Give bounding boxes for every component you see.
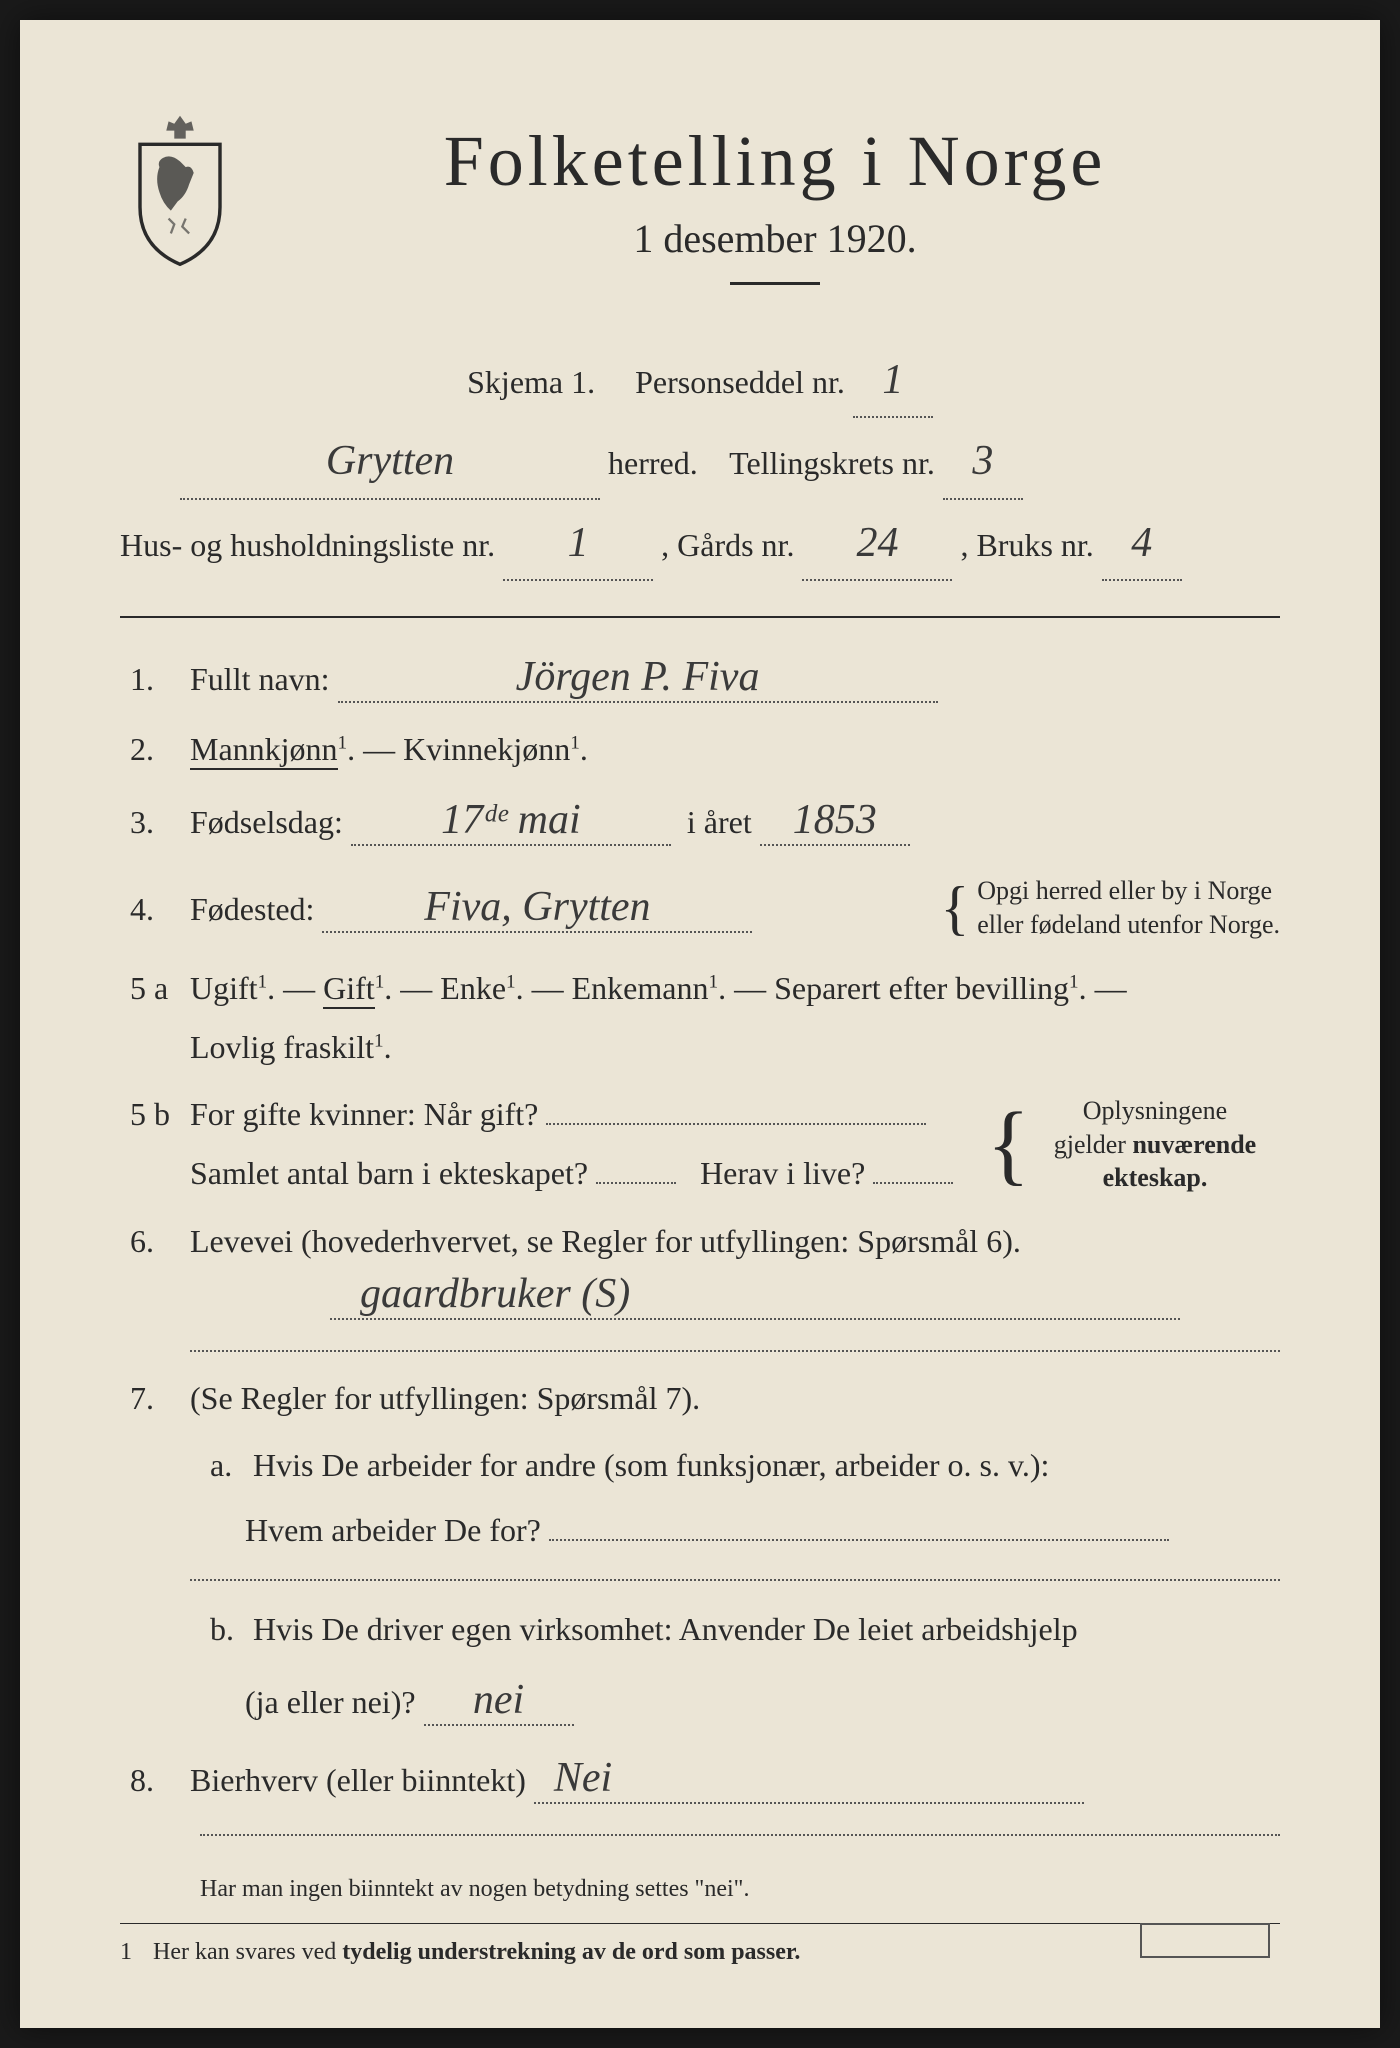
q5a-opt-0: Ugift1. [190,970,275,1006]
q7-label: (Se Regler for utfyllingen: Spørsmål 7). [190,1380,700,1416]
q8-label: Bierhverv (eller biinntekt) [190,1762,526,1798]
subtitle: 1 desember 1920. [270,215,1280,262]
q5b-aside-2: gjelder nuværende [1030,1128,1280,1162]
q1-row: 1. Fullt navn: Jörgen P. Fiva [120,653,1280,703]
q1-value: Jörgen P. Fiva [338,653,938,703]
q4-label: Fødested: [190,891,314,927]
q6-label: Levevei (hovederhvervet, se Regler for u… [190,1223,1021,1259]
q3-year-label: i året [687,804,752,840]
bruk-label: , Bruks nr. [960,527,1093,563]
q3-num: 3. [120,804,190,841]
q7-num: 7. [120,1380,190,1417]
q1-label: Fullt navn: [190,661,330,697]
q5a-opt-1: Gift1. [323,970,392,1006]
q3-row: 3. Fødselsdag: 17ᵈᵉ mai i året 1853 [120,796,1280,846]
q4-aside-1: Opgi herred eller by i Norge [977,874,1280,908]
q5b-gift-val [546,1123,926,1125]
q7a-label: a. [210,1447,245,1484]
q7b-value: nei [424,1676,574,1726]
herred-label: herred. [608,445,698,481]
skjema-label: Skjema 1. [467,364,595,400]
q8-blank-line [200,1834,1280,1836]
q4-aside: Opgi herred eller by i Norge eller fødel… [977,874,1280,942]
q1-num: 1. [120,661,190,698]
herred-value: Grytten [180,426,600,499]
q7a-value [549,1539,1169,1541]
q3-day: 17ᵈᵉ mai [351,796,671,846]
printer-stamp [1140,1923,1270,1958]
q8-value: Nei [534,1754,1084,1804]
q7b-label: b. [210,1611,245,1648]
husliste-nr: 1 [503,508,653,581]
q4-aside-2: eller fødeland utenfor Norge. [977,908,1280,942]
q3-label: Fødselsdag: [190,804,343,840]
gard-label: , Gårds nr. [661,527,794,563]
q2-sep: — [363,731,403,767]
separator-line [120,616,1280,618]
title-divider [730,282,820,285]
q8-num: 8. [120,1762,190,1799]
q2-kvinne: Kvinnekjønn [403,731,570,767]
q5b-row: 5 b For gifte kvinner: Når gift? Samlet … [120,1094,1280,1195]
q6-value: gaardbruker (S) [330,1270,1180,1320]
q4-num: 4. [120,891,190,928]
herred-line: Grytten herred. Tellingskrets nr. 3 [120,426,1280,499]
bruk-nr: 4 [1102,508,1182,581]
q4-row: 4. Fødested: Fiva, Grytten { Opgi herred… [120,874,1280,942]
q5b-label3: Herav i live? [700,1155,865,1191]
q5b-label2: Samlet antal barn i ekteskapet? [190,1155,588,1191]
main-title: Folketelling i Norge [270,120,1280,203]
q8-row: 8. Bierhverv (eller biinntekt) Nei [120,1754,1280,1804]
q2-num: 2. [120,731,190,768]
q5a-row: 5 a Ugift1. — Gift1. — Enke1. — Enkemann… [120,970,1280,1066]
gard-nr: 24 [802,508,952,581]
q5a-opt-4: Separert efter bevilling1. [774,970,1087,1006]
q5a-content: Ugift1. — Gift1. — Enke1. — Enkemann1. —… [190,970,1280,1066]
q7a-blank-line [190,1579,1280,1581]
q6-blank-line [190,1350,1280,1352]
header: Folketelling i Norge 1 desember 1920. [120,110,1280,325]
q7b-line2-prefix: (ja eller nei)? [245,1684,416,1720]
q5b-label1: For gifte kvinner: Når gift? [190,1096,538,1132]
q7a-line1: Hvis De arbeider for andre (som funksjon… [253,1447,1049,1483]
q2-row: 2. Mannkjønn1. — Kvinnekjønn1. [120,731,1280,768]
q6-row: 6. Levevei (hovederhvervet, se Regler fo… [120,1223,1280,1352]
husliste-label: Hus- og husholdningsliste nr. [120,527,495,563]
q5b-live-val [873,1182,953,1184]
q5a-opt-5: Lovlig fraskilt1. [190,1029,392,1065]
personseddel-label: Personseddel nr. [635,364,845,400]
skjema-line: Skjema 1. Personseddel nr. 1 [120,345,1280,418]
footnote-1: Har man ingen biinntekt av nogen betydni… [200,1876,1280,1903]
coat-of-arms-icon [120,110,240,270]
tellingskrets-nr: 3 [943,426,1023,499]
footnote-2: 1 Her kan svares ved tydelig understrekn… [120,1939,1280,1966]
footnote-separator [120,1923,1280,1924]
personseddel-nr: 1 [853,345,933,418]
census-form-page: Folketelling i Norge 1 desember 1920. Sk… [20,20,1380,2028]
q3-year: 1853 [760,796,910,846]
q5b-num: 5 b [120,1096,190,1133]
q4-value: Fiva, Grytten [322,883,752,933]
q5b-barn-val [596,1182,676,1184]
q6-num: 6. [120,1223,190,1260]
q5b-aside-3: ekteskap. [1030,1161,1280,1195]
title-block: Folketelling i Norge 1 desember 1920. [270,110,1280,325]
husliste-line: Hus- og husholdningsliste nr. 1 , Gårds … [120,508,1280,581]
brace-icon: { [987,1122,1030,1167]
q5a-opt-2: Enke1. [440,970,523,1006]
q5b-aside: Oplysningene gjelder nuværende ekteskap. [1030,1094,1280,1195]
q5a-opt-3: Enkemann1. [572,970,726,1006]
q5a-num: 5 a [120,970,190,1007]
q7b-line1: Hvis De driver egen virksomhet: Anvender… [253,1611,1078,1647]
q2-mann: Mannkjønn [190,731,338,770]
q7-row: 7. (Se Regler for utfyllingen: Spørsmål … [120,1380,1280,1726]
q7a-line2: Hvem arbeider De for? [245,1512,541,1548]
tellingskrets-label: Tellingskrets nr. [729,445,935,481]
brace-icon: { [940,893,969,923]
q5b-aside-1: Oplysningene [1030,1094,1280,1128]
